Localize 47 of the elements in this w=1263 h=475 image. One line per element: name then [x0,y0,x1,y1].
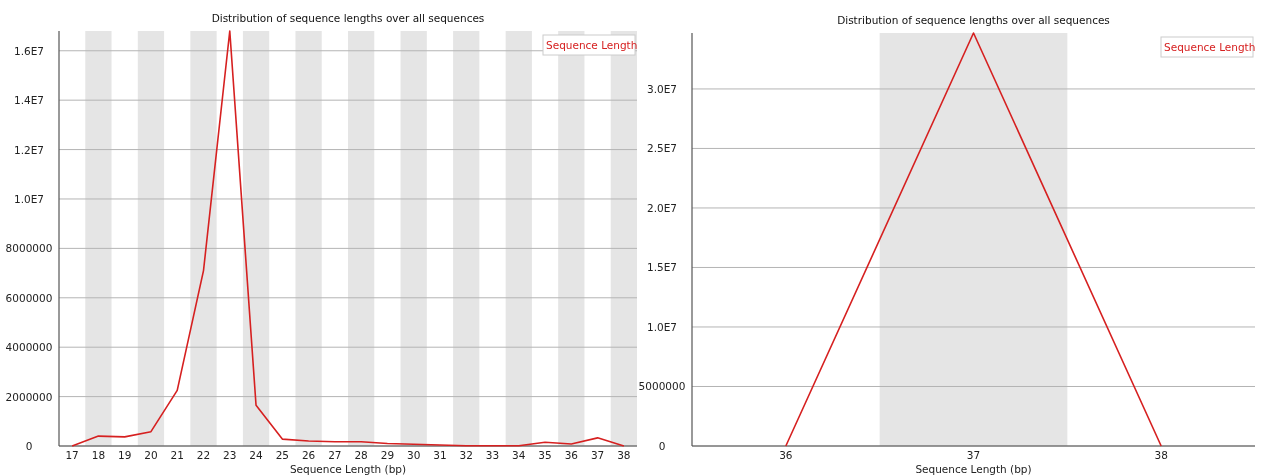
y-tick-label: 2.0E7 [646,201,678,214]
x-tick-label: 24 [249,449,264,461]
x-tick-label: 21 [170,449,184,461]
y-tick-label: 4000000 [5,341,53,354]
x-tick-label: 30 [406,449,421,461]
x-tick-label: 23 [223,449,237,461]
x-tick-label: 37 [966,449,981,461]
chart-title: Distribution of sequence lengths over all sequences [837,14,1110,26]
x-tick-label: 22 [196,449,211,461]
y-tick-label: 0 [658,440,666,452]
x-tick-label: 36 [564,449,579,461]
y-tick-label: 2000000 [5,390,53,403]
x-tick-label: 28 [354,449,368,461]
x-tick-label: 36 [779,449,793,461]
x-axis-title: Sequence Length (bp) [915,463,1032,475]
x-tick-label: 20 [144,449,158,461]
x-tick-label: 37 [590,449,605,461]
y-tick-label: 1.4E7 [13,94,45,107]
x-tick-label: 38 [617,449,631,461]
x-tick-label: 35 [538,449,552,461]
y-tick-label: 6000000 [5,291,53,304]
y-tick-label: 1.6E7 [13,44,45,57]
y-tick-label: 1.0E7 [646,320,678,333]
x-tick-label: 19 [117,449,132,461]
y-tick-label: 1.0E7 [13,192,45,205]
x-tick-label: 32 [459,449,473,461]
x-tick-label: 38 [1154,449,1168,461]
x-tick-label: 27 [328,449,342,461]
x-tick-label: 31 [433,449,447,461]
x-tick-label: 26 [301,449,316,461]
x-tick-label: 25 [275,449,290,461]
x-axis-title: Sequence Length (bp) [289,463,407,475]
y-tick-label: 0 [25,440,33,452]
text: Sequence Length [546,39,638,51]
x-tick-label: 34 [512,449,526,461]
y-tick-label: 5000000 [638,380,686,393]
y-tick-label: 1.2E7 [13,143,45,156]
x-tick-label: 17 [65,449,79,461]
x-tick-label: 29 [380,449,395,461]
x-tick-label: 18 [91,449,106,461]
y-tick-label: 8000000 [5,242,53,255]
text: Sequence Length [1164,41,1256,53]
y-tick-label: 1.5E7 [646,261,678,274]
y-tick-label: 3.0E7 [646,82,678,95]
chart-title: Distribution of sequence lengths over all sequences [211,12,485,24]
y-tick-label: 2.5E7 [646,142,678,155]
x-tick-label: 33 [485,449,500,461]
